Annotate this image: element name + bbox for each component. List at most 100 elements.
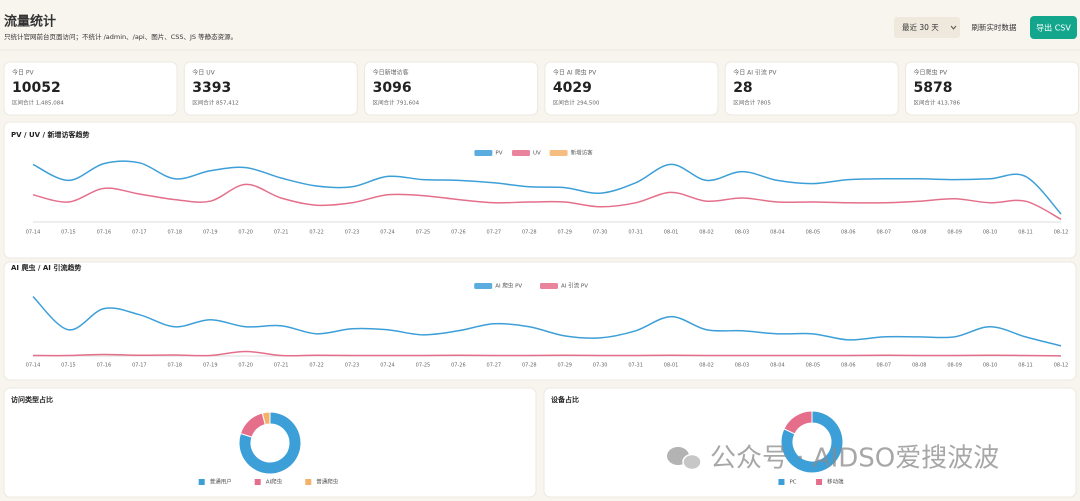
chart-title: 访问类型占比 — [11, 395, 53, 404]
watermark-icon — [682, 453, 702, 471]
x-tick-label: 08-01 — [664, 230, 679, 236]
x-tick-label: 08-05 — [806, 230, 821, 236]
x-tick-label: 07-18 — [168, 230, 183, 236]
x-tick-label: 07-23 — [345, 363, 360, 369]
range-select[interactable]: 最近 30 天 — [894, 17, 960, 38]
x-tick-label: 07-16 — [97, 230, 112, 236]
x-tick-label: 08-05 — [806, 363, 821, 369]
page-subtitle: 只统计官网前台页面访问；不统计 /admin、/api、图片、CSS、JS 等静… — [4, 32, 237, 41]
x-tick-label: 08-04 — [770, 230, 785, 236]
x-tick-label: 07-20 — [238, 363, 253, 369]
card-label: 今日 AI 爬虫 PV — [553, 69, 597, 77]
card-sub: 区间合计 413,786 — [914, 99, 961, 107]
x-tick-label: 07-19 — [203, 363, 218, 369]
x-tick-label: 08-01 — [664, 363, 679, 369]
x-tick-label: 07-22 — [309, 363, 324, 369]
legend-swatch — [512, 150, 530, 156]
watermark: 公众号 · AIDSO爱搜波波 — [667, 444, 999, 474]
x-tick-label: 07-31 — [628, 230, 643, 236]
x-tick-label: 08-11 — [1018, 230, 1033, 236]
x-tick-label: 08-06 — [841, 363, 856, 369]
export-label[interactable]: 导出 CSV — [1036, 23, 1071, 33]
select-label[interactable]: 最近 30 天 — [902, 22, 939, 32]
select-box[interactable] — [894, 17, 960, 38]
legend-swatch — [305, 479, 312, 485]
line-series — [32, 183, 1062, 220]
legend-label: 普通爬虫 — [316, 478, 339, 486]
x-tick-label: 07-25 — [416, 363, 431, 369]
pie-slice — [261, 411, 271, 426]
x-tick-label: 07-15 — [61, 230, 76, 236]
card-sub: 区间合计 294,500 — [553, 99, 600, 107]
stat-card — [724, 61, 899, 116]
chart-title: 设备占比 — [551, 395, 579, 404]
refresh-button[interactable]: 刷新实时数据 — [964, 17, 1024, 38]
card-sub: 区间合计 1,485,084 — [12, 99, 64, 107]
x-tick-label: 07-25 — [416, 230, 431, 236]
legend-swatch — [816, 479, 823, 485]
legend-swatch — [254, 479, 261, 485]
legend-swatch — [474, 283, 493, 289]
x-tick-label: 08-09 — [947, 363, 962, 369]
refresh-box[interactable] — [964, 17, 1024, 38]
card-value: 5878 — [914, 80, 953, 96]
card-sub: 区间合计 791,604 — [373, 99, 420, 107]
x-tick-label: 07-26 — [451, 363, 466, 369]
x-tick-label: 08-07 — [876, 363, 891, 369]
stat-card — [905, 61, 1079, 116]
x-tick-label: 07-28 — [522, 230, 537, 236]
x-tick-label: 07-21 — [274, 230, 289, 236]
card-sub: 区间合计 857,412 — [192, 99, 239, 107]
legend-label: 普通用户 — [210, 478, 232, 486]
legend-label: PC — [789, 480, 796, 486]
x-tick-label: 08-03 — [735, 230, 750, 236]
x-tick-label: 08-02 — [699, 230, 714, 236]
x-tick-label: 08-02 — [699, 363, 714, 369]
x-tick-label: 08-12 — [1054, 363, 1069, 369]
card-label: 今日爬虫 PV — [914, 69, 949, 77]
stat-card — [544, 61, 719, 116]
x-tick-label: 07-30 — [593, 230, 608, 236]
card-sub: 区间合计 7805 — [733, 99, 771, 107]
legend-label: 移动端 — [827, 478, 844, 486]
x-tick-label: 07-30 — [593, 363, 608, 369]
x-tick-label: 07-15 — [61, 363, 76, 369]
legend-label: AI爬虫 — [266, 478, 283, 486]
pie-slice — [783, 410, 813, 435]
x-tick-label: 07-24 — [380, 230, 395, 236]
x-tick-label: 07-18 — [168, 363, 183, 369]
x-tick-label: 07-22 — [309, 230, 324, 236]
charts: PV / UV / 新增访客趋势 07-14 07-15 07-16 07-17 07-1… — [11, 130, 1068, 486]
card-value: 28 — [733, 80, 752, 96]
x-tick-label: 07-17 — [132, 230, 147, 236]
x-tick-label: 07-14 — [26, 363, 41, 369]
legend-label: PV — [495, 151, 502, 157]
refresh-label[interactable]: 刷新实时数据 — [972, 22, 1017, 32]
panel — [3, 261, 1077, 381]
x-tick-label: 07-17 — [132, 363, 147, 369]
watermark-text: 公众号 · AIDSO爱搜波波 — [710, 444, 999, 474]
card-value: 3096 — [373, 80, 412, 96]
card-value: 4029 — [553, 80, 592, 96]
card-label: 今日 UV — [192, 69, 215, 77]
panel — [543, 387, 1077, 498]
legend-label: 新增访客 — [571, 149, 594, 157]
line-series — [32, 295, 1062, 347]
x-tick-label: 08-09 — [947, 230, 962, 236]
x-tick-label: 07-31 — [628, 363, 643, 369]
x-tick-label: 08-07 — [876, 230, 891, 236]
x-tick-label: 08-10 — [983, 230, 998, 236]
chart-title: PV / UV / 新增访客趋势 — [11, 130, 90, 139]
legend-label: AI 引流 PV — [561, 282, 588, 290]
stat-card — [183, 61, 358, 116]
select-caret[interactable] — [950, 25, 957, 30]
export-button[interactable]: 导出 CSV — [1030, 16, 1077, 39]
x-tick-label: 08-08 — [912, 363, 927, 369]
stat-cards: 今日 PV 10052 区间合计 1,485,084 今日 UV 3393 区间合计 85… — [3, 61, 1079, 116]
legend-swatch — [474, 150, 493, 156]
x-tick-label: 07-28 — [522, 363, 537, 369]
export-box[interactable] — [1030, 16, 1077, 39]
x-tick-label: 08-04 — [770, 363, 785, 369]
x-tick-label: 07-16 — [97, 363, 112, 369]
